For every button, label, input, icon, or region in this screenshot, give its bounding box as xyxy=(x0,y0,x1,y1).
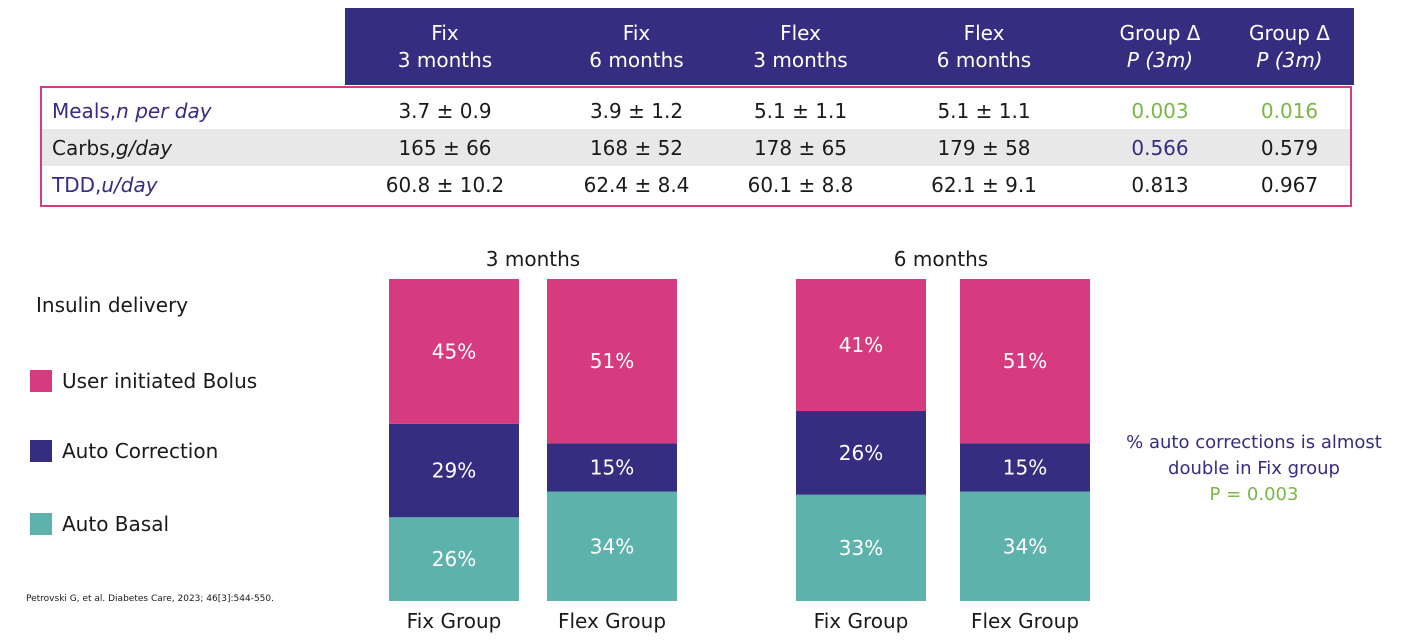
table-row: Carbs, g/day 165 ± 66 168 ± 52 178 ± 65 … xyxy=(42,129,1350,166)
row-label-name: Meals, xyxy=(52,98,117,123)
header-flex-6m: Flex 6 months xyxy=(873,8,1095,85)
bar-segment xyxy=(389,279,519,424)
note-line: double in Fix group xyxy=(1168,458,1340,479)
legend-item-bolus: User initiated Bolus xyxy=(30,369,257,393)
header-fix-3m: Fix 3 months xyxy=(345,8,545,85)
legend-item-correction: Auto Correction xyxy=(30,439,218,463)
header-line2: 6 months xyxy=(936,47,1032,72)
data-label: 45% xyxy=(432,339,476,363)
bar-segment xyxy=(547,443,677,492)
legend-swatch xyxy=(30,370,52,392)
table-cell: 3.7 ± 0.9 xyxy=(398,98,492,123)
table-cell: 5.1 ± 1.1 xyxy=(937,98,1031,123)
table-cell: 0.967 xyxy=(1260,172,1319,197)
header-fix-6m: Fix 6 months xyxy=(545,8,728,85)
table-cell: 60.8 ± 10.2 xyxy=(385,172,505,197)
row-label: Meals, n per day xyxy=(52,92,212,129)
table-cell: 62.1 ± 9.1 xyxy=(931,172,1037,197)
bar-segment xyxy=(796,494,926,601)
table-cell: 60.1 ± 8.8 xyxy=(747,172,854,197)
bar-segment xyxy=(960,279,1090,444)
header-flex-3m: Flex 3 months xyxy=(728,8,873,85)
panel-title: 6 months xyxy=(894,247,988,271)
header-line1: Fix xyxy=(431,20,459,45)
header-line2: 3 months xyxy=(397,47,493,72)
table-cell: 0.579 xyxy=(1260,135,1319,160)
table-cell: 5.1 ± 1.1 xyxy=(753,98,848,123)
data-label: 34% xyxy=(590,534,634,558)
bar-segment xyxy=(960,491,1090,601)
table-cell: 3.9 ± 1.2 xyxy=(589,98,684,123)
header-group-p-2: Group Δ P (3m) xyxy=(1225,8,1354,85)
row-label: Carbs, g/day xyxy=(52,129,172,166)
category-label: Fix Group xyxy=(407,609,502,633)
header-line2: P (3m) xyxy=(1126,47,1194,72)
table-cell: 0.016 xyxy=(1260,98,1319,123)
bar-segment xyxy=(796,411,926,495)
data-label: 34% xyxy=(1003,534,1047,558)
table-row: TDD, u/day 60.8 ± 10.2 62.4 ± 8.4 60.1 ±… xyxy=(42,166,1350,203)
legend-label: Auto Basal xyxy=(62,512,170,536)
row-label-name: TDD, xyxy=(52,172,102,197)
header-line1: Group Δ xyxy=(1249,20,1330,45)
category-label: Flex Group xyxy=(558,609,666,633)
legend-swatch xyxy=(30,440,52,462)
note-p-value: P = 0.003 xyxy=(1209,484,1299,505)
table-cell: 62.4 ± 8.4 xyxy=(583,172,690,197)
bar-segment xyxy=(547,491,677,601)
data-label: 26% xyxy=(839,441,883,465)
row-label: TDD, u/day xyxy=(52,166,158,203)
row-label-unit: g/day xyxy=(115,135,173,160)
legend-label: User initiated Bolus xyxy=(62,369,258,393)
data-label: 15% xyxy=(590,455,634,479)
legend-swatch xyxy=(30,513,52,535)
table-cell: 168 ± 52 xyxy=(589,135,684,160)
data-label: 33% xyxy=(839,536,883,560)
data-label: 15% xyxy=(1003,455,1047,479)
row-label-unit: n per day xyxy=(116,98,212,123)
header-line1: Flex xyxy=(963,20,1005,45)
data-label: 26% xyxy=(432,547,476,571)
bar-segment xyxy=(796,279,926,412)
data-label: 51% xyxy=(1003,349,1047,373)
legend-label: Auto Correction xyxy=(62,439,219,463)
citation: Petrovski G, et al. Diabetes Care, 2023;… xyxy=(26,594,274,604)
data-label: 51% xyxy=(590,349,634,373)
panel-title: 3 months xyxy=(486,247,580,271)
header-line1: Flex xyxy=(780,20,821,45)
bar-segment xyxy=(960,443,1090,492)
category-label: Flex Group xyxy=(971,609,1079,633)
category-label: Fix Group xyxy=(814,609,909,633)
table-cell: 165 ± 66 xyxy=(398,135,492,160)
table-cell: 0.566 xyxy=(1131,135,1189,160)
header-line2: 3 months xyxy=(753,47,848,72)
table-header: Fix 3 months Fix 6 months Flex 3 months … xyxy=(345,8,1354,85)
header-line1: Group Δ xyxy=(1119,20,1201,45)
annotation-note: % auto corrections is almost double in F… xyxy=(1104,430,1404,508)
table-cell: 0.813 xyxy=(1131,172,1189,197)
table-cell: 0.003 xyxy=(1131,98,1189,123)
note-line: % auto corrections is almost xyxy=(1126,432,1382,453)
row-label-name: Carbs, xyxy=(52,135,116,160)
header-line2: 6 months xyxy=(589,47,684,72)
table-cell: 178 ± 65 xyxy=(753,135,848,160)
data-label: 41% xyxy=(839,333,883,357)
bar-segment xyxy=(547,279,677,444)
table-row: Meals, n per day 3.7 ± 0.9 3.9 ± 1.2 5.1… xyxy=(42,92,1350,129)
header-line2: P (3m) xyxy=(1256,47,1323,72)
table-body: Meals, n per day 3.7 ± 0.9 3.9 ± 1.2 5.1… xyxy=(40,86,1352,207)
bar-segment xyxy=(389,423,519,518)
header-group-p-1: Group Δ P (3m) xyxy=(1095,8,1225,85)
row-label-unit: u/day xyxy=(101,172,158,197)
bar-segment xyxy=(389,517,519,601)
table-cell: 179 ± 58 xyxy=(937,135,1031,160)
header-line1: Fix xyxy=(622,20,651,45)
legend-title: Insulin delivery xyxy=(36,293,189,317)
data-label: 29% xyxy=(432,459,476,483)
legend-item-basal: Auto Basal xyxy=(30,512,169,536)
